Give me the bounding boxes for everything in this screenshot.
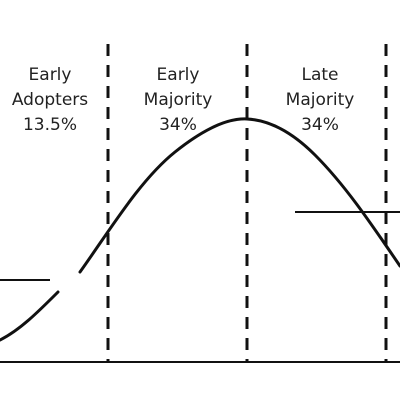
- segment-label-line1: Early: [29, 65, 72, 85]
- bell-curve-left: [0, 290, 60, 342]
- segment-share-label: 13.5%: [23, 115, 77, 135]
- segment-label-early-majority: Early Majority 34%: [144, 65, 213, 135]
- segment-label-line1: Late: [301, 65, 338, 85]
- segment-share-label: 34%: [301, 115, 339, 135]
- bell-curve-main: [78, 117, 400, 274]
- segment-label-line1: Early: [157, 65, 200, 85]
- segment-label-late-majority: Late Majority 34%: [286, 65, 355, 135]
- segment-share-label: 34%: [159, 115, 197, 135]
- segment-label-early-adopters: Early Adopters 13.5%: [12, 65, 88, 135]
- segment-label-line2: Majority: [286, 90, 355, 110]
- segment-label-line2: Majority: [144, 90, 213, 110]
- segment-label-line2: Adopters: [12, 90, 88, 110]
